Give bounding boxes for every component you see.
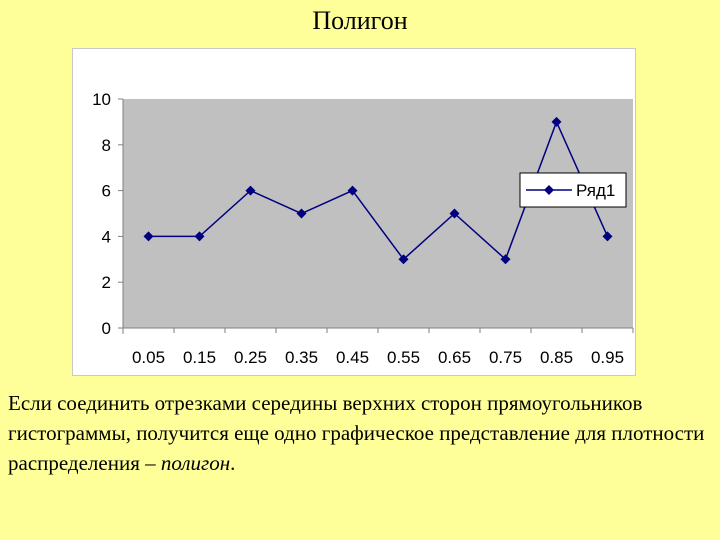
y-tick-label: 2 bbox=[102, 273, 111, 292]
caption-end: . bbox=[230, 451, 236, 475]
data-point bbox=[551, 116, 562, 127]
caption-term: полигон bbox=[160, 451, 231, 475]
y-ticks: 0 2 4 6 8 10 bbox=[92, 90, 123, 338]
x-tick-label: 0.05 bbox=[132, 348, 165, 367]
data-point bbox=[602, 231, 613, 242]
data-point bbox=[449, 208, 460, 219]
x-tick-label: 0.75 bbox=[489, 348, 522, 367]
data-point bbox=[245, 185, 256, 196]
plot-area bbox=[123, 99, 633, 328]
x-tick-label: 0.45 bbox=[336, 348, 369, 367]
x-tick-label: 0.25 bbox=[234, 348, 267, 367]
x-tick-label: 0.85 bbox=[540, 348, 573, 367]
data-point bbox=[143, 231, 154, 242]
data-point bbox=[347, 185, 358, 196]
x-tick-label: 0.65 bbox=[438, 348, 471, 367]
x-tick-label: 0.15 bbox=[183, 348, 216, 367]
legend-marker bbox=[544, 185, 554, 195]
x-tick-label: 0.95 bbox=[591, 348, 624, 367]
legend-label: Ряд1 bbox=[576, 181, 615, 200]
x-tick-label: 0.35 bbox=[285, 348, 318, 367]
chart-svg: 0 2 4 6 8 10 0.05 0.15 0.25 0.35 0.45 0.55 0.65 0.75… bbox=[92, 90, 634, 367]
caption-main: Если соединить отрезками середины верхни… bbox=[8, 391, 705, 475]
y-tick-label: 4 bbox=[102, 227, 111, 246]
chart: 0 2 4 6 8 10 0.05 0.15 0.25 0.35 0.45 0.55 0.65 0.75… bbox=[72, 48, 636, 376]
y-tick-label: 8 bbox=[102, 136, 111, 155]
legend: Ряд1 bbox=[519, 172, 627, 208]
data-point bbox=[296, 208, 307, 219]
y-tick-label: 10 bbox=[92, 90, 111, 109]
y-tick-label: 6 bbox=[102, 182, 111, 201]
y-tick-label: 0 bbox=[102, 319, 111, 338]
data-point bbox=[194, 231, 205, 242]
slide-title: Полигон bbox=[312, 6, 408, 35]
caption: Если соединить отрезками середины верхни… bbox=[8, 388, 708, 478]
x-ticks: 0.05 0.15 0.25 0.35 0.45 0.55 0.65 0.75 0.85 0.95 bbox=[122, 328, 634, 367]
x-tick-label: 0.55 bbox=[387, 348, 420, 367]
